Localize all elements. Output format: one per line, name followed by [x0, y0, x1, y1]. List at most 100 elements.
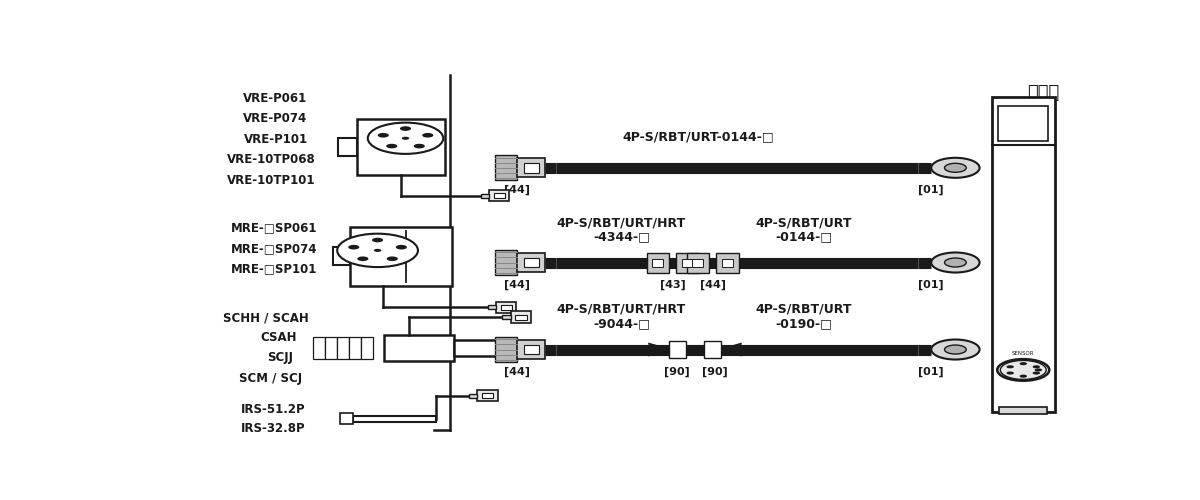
- Circle shape: [931, 340, 979, 359]
- Bar: [998, 106, 1049, 141]
- Circle shape: [931, 158, 979, 178]
- Bar: [682, 258, 694, 266]
- Circle shape: [944, 258, 966, 267]
- Text: MRE-□SP061: MRE-□SP061: [230, 222, 317, 234]
- Circle shape: [337, 234, 418, 267]
- Bar: [517, 158, 545, 178]
- Text: -0190-□: -0190-□: [775, 317, 833, 330]
- Text: VRE-P074: VRE-P074: [244, 112, 307, 126]
- Text: -0144-□: -0144-□: [775, 230, 833, 243]
- Bar: [493, 193, 505, 198]
- Text: MRE-□SP074: MRE-□SP074: [230, 242, 317, 255]
- Circle shape: [367, 122, 443, 154]
- Circle shape: [1001, 360, 1046, 380]
- Bar: [469, 394, 478, 398]
- Circle shape: [374, 249, 382, 252]
- Text: 4P-S/RBT/URT: 4P-S/RBT/URT: [756, 303, 852, 316]
- Bar: [516, 314, 527, 320]
- Bar: [340, 414, 353, 424]
- Text: [44]: [44]: [504, 280, 530, 290]
- Text: VRE-P061: VRE-P061: [244, 92, 307, 105]
- Bar: [454, 340, 500, 355]
- Circle shape: [997, 359, 1049, 380]
- Text: CSAH: CSAH: [260, 332, 296, 344]
- Circle shape: [1020, 374, 1027, 378]
- Circle shape: [944, 164, 966, 172]
- Bar: [334, 248, 350, 266]
- Bar: [500, 305, 512, 310]
- Text: [43]: [43]: [660, 280, 685, 290]
- Circle shape: [931, 252, 979, 272]
- Bar: [487, 306, 496, 310]
- Circle shape: [378, 133, 389, 138]
- Circle shape: [1007, 366, 1014, 368]
- Bar: [991, 96, 1055, 412]
- Bar: [325, 338, 337, 358]
- Circle shape: [348, 245, 359, 250]
- Bar: [523, 344, 539, 354]
- Bar: [496, 302, 516, 313]
- Bar: [356, 118, 445, 174]
- Bar: [511, 312, 532, 323]
- Bar: [653, 258, 664, 266]
- Text: SCM / SCJ: SCM / SCJ: [239, 372, 302, 384]
- Text: SENSOR: SENSOR: [1012, 351, 1034, 356]
- Bar: [313, 338, 325, 358]
- Text: -9044-□: -9044-□: [593, 317, 650, 330]
- Text: 4P-S/RBT/URT/HRT: 4P-S/RBT/URT/HRT: [557, 303, 686, 316]
- Bar: [686, 252, 709, 272]
- Text: -4344-□: -4344-□: [593, 230, 650, 243]
- Circle shape: [386, 256, 398, 261]
- Circle shape: [414, 144, 425, 148]
- Bar: [523, 163, 539, 172]
- Text: [90]: [90]: [665, 366, 690, 377]
- Circle shape: [1033, 372, 1040, 374]
- Text: 4P-S/RBT/URT/HRT: 4P-S/RBT/URT/HRT: [557, 216, 686, 230]
- Text: [44]: [44]: [700, 280, 726, 290]
- Text: [01]: [01]: [918, 185, 944, 196]
- Text: 변환기: 변환기: [1027, 84, 1058, 102]
- Text: 4P-S/RBT/URT: 4P-S/RBT/URT: [756, 216, 852, 230]
- Circle shape: [1020, 362, 1027, 365]
- Circle shape: [1034, 368, 1042, 372]
- Circle shape: [372, 238, 383, 242]
- Bar: [384, 334, 454, 361]
- Text: SCHH / SCAH: SCHH / SCAH: [223, 312, 310, 324]
- Text: [44]: [44]: [504, 366, 530, 377]
- Circle shape: [944, 345, 966, 354]
- Bar: [1000, 406, 1048, 414]
- Circle shape: [402, 136, 409, 140]
- Bar: [349, 338, 361, 358]
- Bar: [692, 258, 703, 266]
- Bar: [478, 390, 498, 402]
- Bar: [496, 156, 517, 180]
- Text: [44]: [44]: [504, 185, 530, 196]
- Text: VRE-10TP068: VRE-10TP068: [227, 153, 316, 166]
- Circle shape: [1033, 366, 1040, 368]
- Bar: [496, 337, 517, 362]
- Circle shape: [396, 245, 407, 250]
- Text: [01]: [01]: [918, 366, 944, 377]
- Bar: [704, 341, 721, 358]
- Bar: [517, 340, 545, 359]
- Bar: [503, 315, 511, 319]
- Bar: [668, 341, 685, 358]
- Bar: [722, 258, 733, 266]
- Text: IRS-51.2P: IRS-51.2P: [240, 403, 305, 416]
- Circle shape: [1007, 372, 1014, 374]
- Text: VRE-10TP101: VRE-10TP101: [227, 174, 316, 186]
- Bar: [481, 194, 488, 198]
- Circle shape: [400, 126, 412, 131]
- Bar: [361, 338, 373, 358]
- Text: 4P-S/RBT/URT-0144-□: 4P-S/RBT/URT-0144-□: [623, 130, 774, 143]
- Bar: [517, 253, 545, 272]
- Text: VRE-P101: VRE-P101: [244, 133, 307, 146]
- Bar: [647, 252, 668, 272]
- Text: [90]: [90]: [702, 366, 727, 377]
- Circle shape: [422, 133, 433, 138]
- Text: SCJJ: SCJJ: [268, 352, 293, 364]
- Bar: [338, 138, 356, 156]
- Bar: [488, 190, 510, 202]
- Circle shape: [386, 144, 397, 148]
- Bar: [677, 252, 698, 272]
